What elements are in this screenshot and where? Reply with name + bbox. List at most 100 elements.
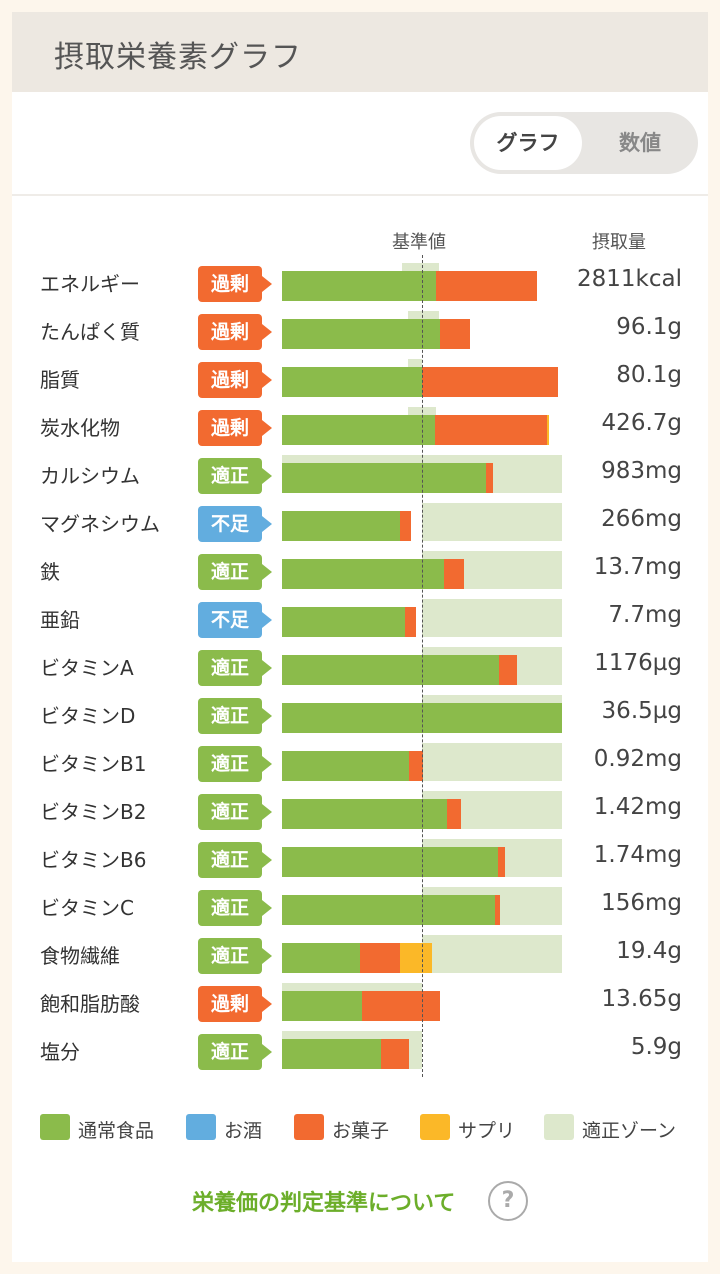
nutrient-name: たんぱく質	[40, 320, 140, 344]
nutrient-row: ビタミンB2 適正 1.42mg	[0, 786, 720, 834]
bar-normal-food	[282, 991, 362, 1021]
status-badge: 適正	[198, 842, 272, 878]
bar-normal-food	[282, 511, 400, 541]
bar-area	[282, 743, 562, 781]
intake-value: 266mg	[601, 506, 682, 532]
intake-value: 1.42mg	[593, 794, 682, 820]
nutrient-row: カルシウム 適正 983mg	[0, 450, 720, 498]
nutrient-name: 食物繊維	[40, 944, 120, 968]
intake-value: 36.5µg	[601, 698, 682, 724]
proper-zone	[422, 743, 562, 781]
header-bar: 摂取栄養素グラフ	[12, 12, 708, 92]
nutrient-row: ビタミンB6 適正 1.74mg	[0, 834, 720, 882]
bar-area	[282, 647, 562, 685]
bar-snack	[422, 367, 558, 397]
bar-normal-food	[282, 751, 410, 781]
bar-snack	[409, 751, 424, 781]
criteria-link[interactable]: 栄養価の判定基準について	[192, 1191, 456, 1216]
intake-value: 80.1g	[616, 362, 682, 388]
nutrient-row: エネルギー 過剰 2811kcal	[0, 258, 720, 306]
legend: 通常食品 お酒 お菓子 サプリ 適正ゾーン	[0, 1114, 720, 1144]
bar-snack	[486, 463, 494, 493]
bar-normal-food	[282, 799, 448, 829]
bar-supplement	[546, 415, 550, 445]
bar-snack	[447, 799, 462, 829]
nutrient-name: ビタミンB1	[40, 752, 147, 776]
legend-label: お酒	[224, 1120, 263, 1142]
bar-snack	[497, 847, 505, 877]
intake-value: 19.4g	[616, 938, 682, 964]
proper-zone	[422, 599, 562, 637]
legend-swatch	[294, 1114, 324, 1140]
divider	[12, 194, 708, 196]
status-badge: 適正	[198, 650, 272, 686]
nutrient-name: ビタミンB6	[40, 848, 147, 872]
reference-column-header: 基準値	[392, 232, 446, 253]
status-badge: 過剰	[198, 986, 272, 1022]
help-icon[interactable]: ?	[488, 1181, 528, 1221]
intake-value: 426.7g	[601, 410, 682, 436]
bar-snack	[440, 319, 470, 349]
bar-area	[282, 935, 562, 973]
toggle-numeric-button[interactable]: 数値	[619, 131, 661, 155]
bar-normal-food	[282, 415, 435, 445]
bar-normal-food	[282, 895, 495, 925]
bar-snack	[360, 943, 400, 973]
legend-swatch	[544, 1114, 574, 1140]
status-badge: 適正	[198, 698, 272, 734]
bar-normal-food	[282, 367, 422, 397]
status-badge: 適正	[198, 458, 272, 494]
reference-line	[422, 255, 423, 1077]
bar-snack	[405, 607, 417, 637]
intake-value: 5.9g	[630, 1034, 682, 1060]
nutrient-row: 亜鉛 不足 7.7mg	[0, 594, 720, 642]
intake-value: 13.65g	[601, 986, 682, 1012]
intake-value: 96.1g	[616, 314, 682, 340]
bar-area	[282, 551, 562, 589]
intake-value: 1.74mg	[593, 842, 682, 868]
status-badge: 適正	[198, 890, 272, 926]
intake-value: 2811kcal	[577, 266, 682, 292]
bar-normal-food	[282, 463, 487, 493]
bar-area	[282, 839, 562, 877]
nutrient-name: 飽和脂肪酸	[40, 992, 140, 1016]
bar-area	[282, 407, 562, 445]
bar-area	[282, 263, 562, 301]
bar-snack	[499, 655, 518, 685]
bar-snack	[434, 415, 547, 445]
bar-normal-food	[282, 607, 406, 637]
nutrient-row: 塩分 適正 5.9g	[0, 1026, 720, 1074]
status-badge: 過剰	[198, 314, 272, 350]
nutrient-name: 鉄	[40, 560, 60, 584]
intake-value: 7.7mg	[608, 602, 682, 628]
bar-area	[282, 791, 562, 829]
nutrient-name: エネルギー	[40, 272, 140, 296]
nutrient-name: ビタミンA	[40, 656, 134, 680]
bar-area	[282, 887, 562, 925]
status-badge: 過剰	[198, 266, 272, 302]
nutrient-row: 飽和脂肪酸 過剰 13.65g	[0, 978, 720, 1026]
bar-normal-food	[282, 943, 361, 973]
page-title: 摂取栄養素グラフ	[54, 40, 302, 75]
nutrient-row: ビタミンA 適正 1176µg	[0, 642, 720, 690]
nutrient-name: カルシウム	[40, 464, 140, 488]
legend-swatch	[420, 1114, 450, 1140]
toggle-graph-button[interactable]: グラフ	[474, 116, 582, 170]
legend-swatch	[186, 1114, 216, 1140]
status-badge: 適正	[198, 938, 272, 974]
bar-snack	[444, 559, 464, 589]
bar-snack	[436, 271, 537, 301]
bar-normal-food	[282, 271, 436, 301]
bar-area	[282, 1031, 562, 1069]
status-badge: 適正	[198, 1034, 272, 1070]
intake-value: 1176µg	[594, 650, 682, 676]
legend-label: お菓子	[332, 1120, 390, 1142]
proper-zone	[422, 503, 562, 541]
status-badge: 不足	[198, 506, 272, 542]
nutrient-row: ビタミンC 適正 156mg	[0, 882, 720, 930]
nutrient-row: 食物繊維 適正 19.4g	[0, 930, 720, 978]
nutrient-row: マグネシウム 不足 266mg	[0, 498, 720, 546]
view-toggle: グラフ 数値	[470, 112, 698, 174]
legend-swatch	[40, 1114, 70, 1140]
nutrient-name: 亜鉛	[40, 608, 80, 632]
